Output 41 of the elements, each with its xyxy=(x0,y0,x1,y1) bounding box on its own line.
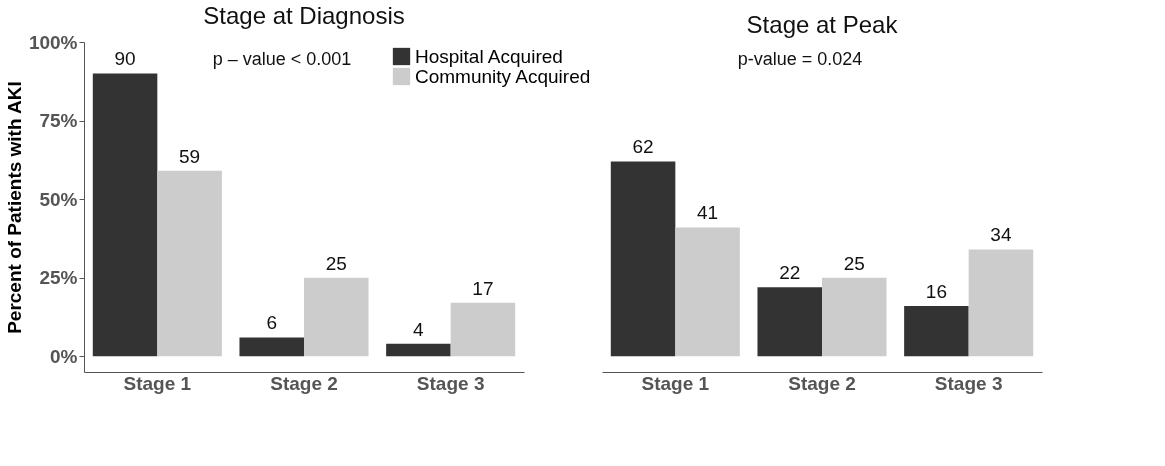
data-label: 16 xyxy=(925,281,947,302)
data-label: 4 xyxy=(413,318,425,340)
bar xyxy=(904,306,969,357)
data-label: 59 xyxy=(179,145,201,167)
data-label: 17 xyxy=(472,277,494,299)
bar xyxy=(92,73,158,357)
data-label: 90 xyxy=(114,48,136,70)
data-label: 62 xyxy=(632,136,654,158)
chart-title: Stage at Diagnosis xyxy=(203,2,405,29)
bar xyxy=(304,277,369,357)
data-label: 34 xyxy=(990,224,1012,246)
annotation: p-value = 0.024 xyxy=(737,49,863,69)
y-tick-label: 50% xyxy=(39,188,78,210)
bar xyxy=(157,170,222,357)
y-tick-label: 75% xyxy=(39,110,78,132)
y-axis-title: Percent of Patients with AKI xyxy=(3,81,25,334)
x-tick-label: Stage 3 xyxy=(416,372,485,394)
bar xyxy=(822,277,887,357)
bar xyxy=(239,337,304,357)
y-tick-label: 25% xyxy=(39,267,78,289)
y-tick-label: 0% xyxy=(50,345,78,367)
x-tick-label: Stage 1 xyxy=(123,372,192,394)
data-label: 41 xyxy=(697,202,719,224)
chart-title: Stage at Peak xyxy=(746,11,899,38)
bar xyxy=(968,249,1034,357)
x-tick-label: Stage 2 xyxy=(270,372,338,394)
data-label: 22 xyxy=(779,262,801,284)
data-label: 6 xyxy=(266,312,278,334)
x-tick-label: Stage 3 xyxy=(934,372,1003,394)
data-label: 25 xyxy=(843,252,865,274)
x-tick-label: Stage 2 xyxy=(788,372,856,394)
annotation: p – value < 0.001 xyxy=(212,49,352,69)
x-tick-label: Stage 1 xyxy=(641,372,710,394)
bar xyxy=(450,302,516,357)
data-label: 25 xyxy=(325,252,347,274)
y-tick-label: 100% xyxy=(28,31,78,53)
legend-label: Hospital Acquired xyxy=(415,45,563,67)
bar xyxy=(675,227,740,357)
bar xyxy=(757,287,822,357)
bar xyxy=(386,343,451,357)
bar xyxy=(610,161,676,357)
